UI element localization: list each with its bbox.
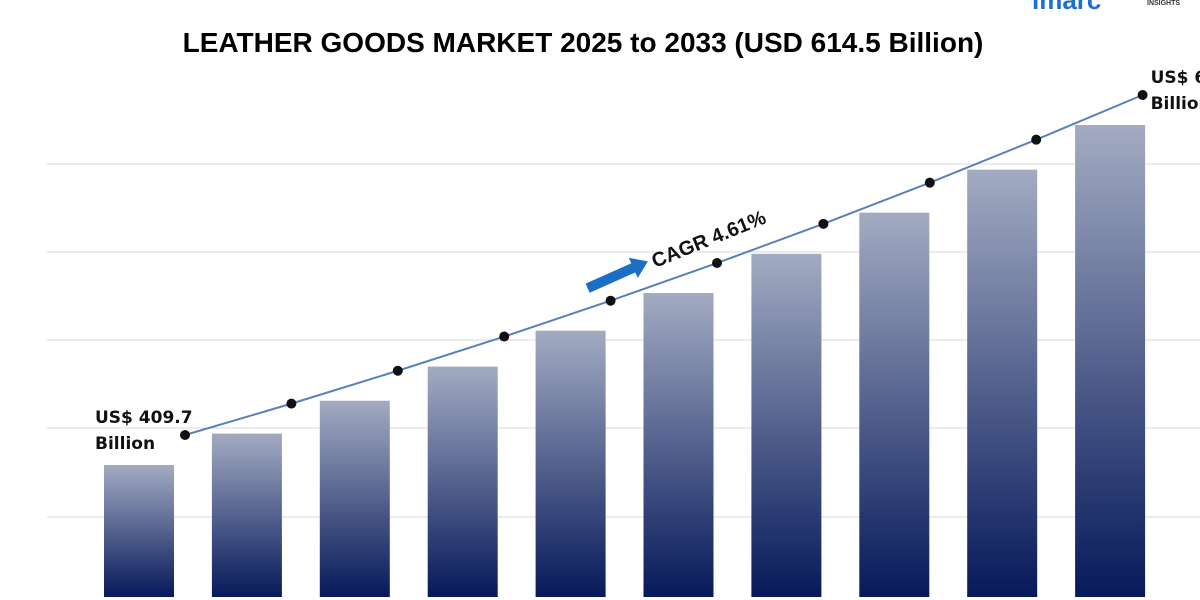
bar	[104, 465, 174, 597]
bar	[535, 330, 606, 597]
bar	[751, 253, 822, 597]
trend-point	[818, 218, 829, 229]
trend-point	[1137, 90, 1148, 100]
trend-point	[286, 398, 297, 409]
trend-line	[184, 94, 1143, 436]
bar	[319, 400, 390, 597]
bar	[427, 366, 498, 597]
trend-point	[1031, 134, 1042, 145]
cagr-annotation: CAGR 4.61%	[649, 207, 770, 273]
cagr-arrow	[585, 257, 648, 293]
value-label: US$ 409.7 Billion	[95, 408, 193, 454]
logo: imarc	[1032, 0, 1101, 15]
trend-point	[712, 258, 722, 269]
bar	[1075, 125, 1146, 597]
chart-title: LEATHER GOODS MARKET 2025 to 2033 (USD 6…	[183, 27, 984, 58]
value-label: US$ 614.5 Billion	[1150, 68, 1200, 114]
trend-point	[499, 331, 510, 342]
bar	[211, 433, 282, 597]
bar	[967, 169, 1038, 597]
trend-point	[924, 177, 935, 188]
bar	[643, 293, 714, 597]
bar	[859, 212, 930, 597]
trend-point	[392, 365, 403, 376]
trend-point	[180, 430, 190, 440]
trend-point	[605, 295, 616, 306]
logo-tagline: INSIGHTS	[1147, 0, 1180, 7]
